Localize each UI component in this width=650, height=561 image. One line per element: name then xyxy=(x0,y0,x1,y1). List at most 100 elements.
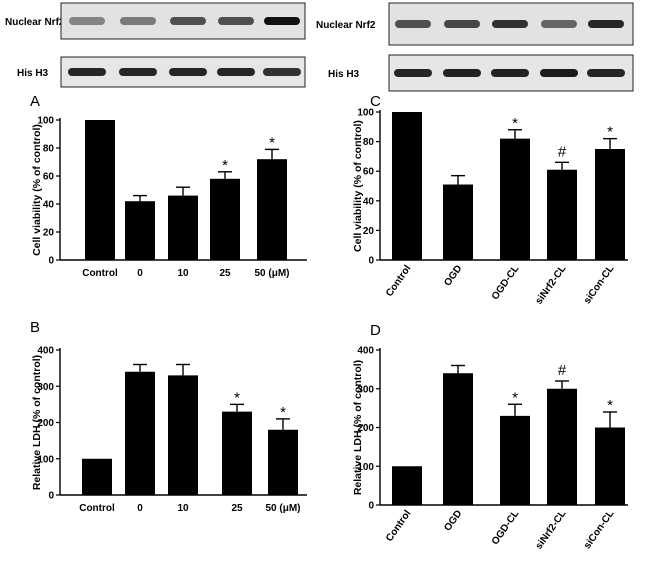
bar xyxy=(82,458,112,495)
y-tick-label: 200 xyxy=(37,418,54,429)
significance-marker: * xyxy=(512,115,518,132)
y-axis-label: Cell viability (% of control) xyxy=(31,124,43,256)
y-tick-label: 0 xyxy=(368,501,374,512)
y-tick-label: 0 xyxy=(48,256,54,267)
bar xyxy=(168,195,198,260)
bar xyxy=(168,375,198,495)
y-tick-label: 40 xyxy=(363,196,375,207)
significance-marker: * xyxy=(222,157,228,174)
blot-band-bottom xyxy=(587,69,625,77)
blot-band-top xyxy=(395,20,431,28)
blot-band-bottom xyxy=(263,68,301,76)
category-label: 50 (μM) xyxy=(254,268,289,279)
category-label: 10 xyxy=(177,268,189,279)
y-tick-label: 40 xyxy=(43,200,55,211)
y-tick-label: 60 xyxy=(43,172,55,183)
panel-label: A xyxy=(30,93,40,110)
y-tick-label: 400 xyxy=(357,346,374,357)
y-tick-label: 0 xyxy=(368,256,374,267)
y-tick-label: 100 xyxy=(37,116,54,127)
significance-marker: * xyxy=(280,404,286,421)
bar xyxy=(595,427,625,505)
bar xyxy=(547,388,577,505)
blot-band-bottom xyxy=(443,69,481,77)
blot-label-nrf2: Nuclear Nrf2 xyxy=(5,17,65,28)
y-tick-label: 100 xyxy=(357,462,374,473)
blot-right: Nuclear Nrf2 His H3 xyxy=(316,2,634,92)
category-label: Control xyxy=(79,503,115,514)
y-tick-label: 100 xyxy=(357,108,374,119)
bar xyxy=(257,159,287,260)
blot-band-bottom xyxy=(119,68,157,76)
blot-band-bottom xyxy=(540,69,578,77)
bar xyxy=(443,373,473,505)
panel-label: D xyxy=(370,322,381,339)
blot-band-top xyxy=(120,17,156,25)
blot-label-his-h3: His H3 xyxy=(328,69,360,80)
category-label: OGD-CL xyxy=(490,508,522,547)
blot-band-top xyxy=(170,17,206,25)
y-tick-label: 0 xyxy=(48,491,54,502)
bar xyxy=(595,149,625,260)
bar xyxy=(547,169,577,260)
y-axis-label: Relative LDH (% of control) xyxy=(31,355,43,490)
category-label: OGD xyxy=(442,263,464,288)
y-tick-label: 60 xyxy=(363,167,375,178)
significance-marker: # xyxy=(558,143,567,160)
blot-band-top xyxy=(264,17,300,25)
bar xyxy=(222,411,252,495)
blot-band-bottom xyxy=(394,69,432,77)
y-tick-label: 300 xyxy=(357,384,374,395)
blot-label-his-h3: His H3 xyxy=(17,68,49,79)
y-axis-label: Relative LDH (% of control) xyxy=(352,360,364,495)
significance-marker: # xyxy=(558,362,567,379)
bar xyxy=(500,138,530,260)
category-label: 10 xyxy=(177,503,189,514)
y-tick-label: 200 xyxy=(357,423,374,434)
blot-band-top xyxy=(541,20,577,28)
significance-marker: * xyxy=(512,389,518,406)
panel-label: C xyxy=(370,93,381,110)
category-label: Control xyxy=(384,263,414,299)
category-label: siCon-CL xyxy=(582,508,617,551)
category-label: 25 xyxy=(219,268,231,279)
y-tick-label: 80 xyxy=(363,137,375,148)
blot-band-bottom xyxy=(491,69,529,77)
category-label: 0 xyxy=(137,268,143,279)
category-label: OGD-CL xyxy=(490,263,522,302)
y-tick-label: 300 xyxy=(37,382,54,393)
bar xyxy=(85,120,115,260)
y-tick-label: 20 xyxy=(363,226,375,237)
category-label: Control xyxy=(384,508,414,544)
blot-label-nrf2: Nuclear Nrf2 xyxy=(316,20,376,31)
blot-band-top xyxy=(218,17,254,25)
bar xyxy=(392,466,422,505)
panel-label: B xyxy=(30,319,40,336)
chart-panel-d: D 0 100 200 300 400 Relative LDH (% of control… xyxy=(352,322,628,552)
blot-band-top xyxy=(588,20,624,28)
category-label: 25 xyxy=(231,503,243,514)
bar xyxy=(210,178,240,260)
category-label: 50 (μM) xyxy=(265,503,300,514)
bar xyxy=(125,201,155,260)
blot-band-bottom xyxy=(68,68,106,76)
category-label: siNrf2-CL xyxy=(534,508,569,551)
y-tick-label: 80 xyxy=(43,144,55,155)
significance-marker: * xyxy=(607,397,613,414)
blot-band-top xyxy=(492,20,528,28)
blot-band-bottom xyxy=(217,68,255,76)
significance-marker: * xyxy=(234,389,240,406)
y-axis-label: Cell viability (% of control) xyxy=(352,120,364,252)
blot-band-bottom xyxy=(169,68,207,76)
bar xyxy=(392,112,422,260)
bar xyxy=(268,429,298,495)
category-label: siNrf2-CL xyxy=(534,263,569,306)
category-label: OGD xyxy=(442,508,464,533)
bar xyxy=(125,371,155,495)
bar xyxy=(500,415,530,505)
blot-band-top xyxy=(69,17,105,25)
